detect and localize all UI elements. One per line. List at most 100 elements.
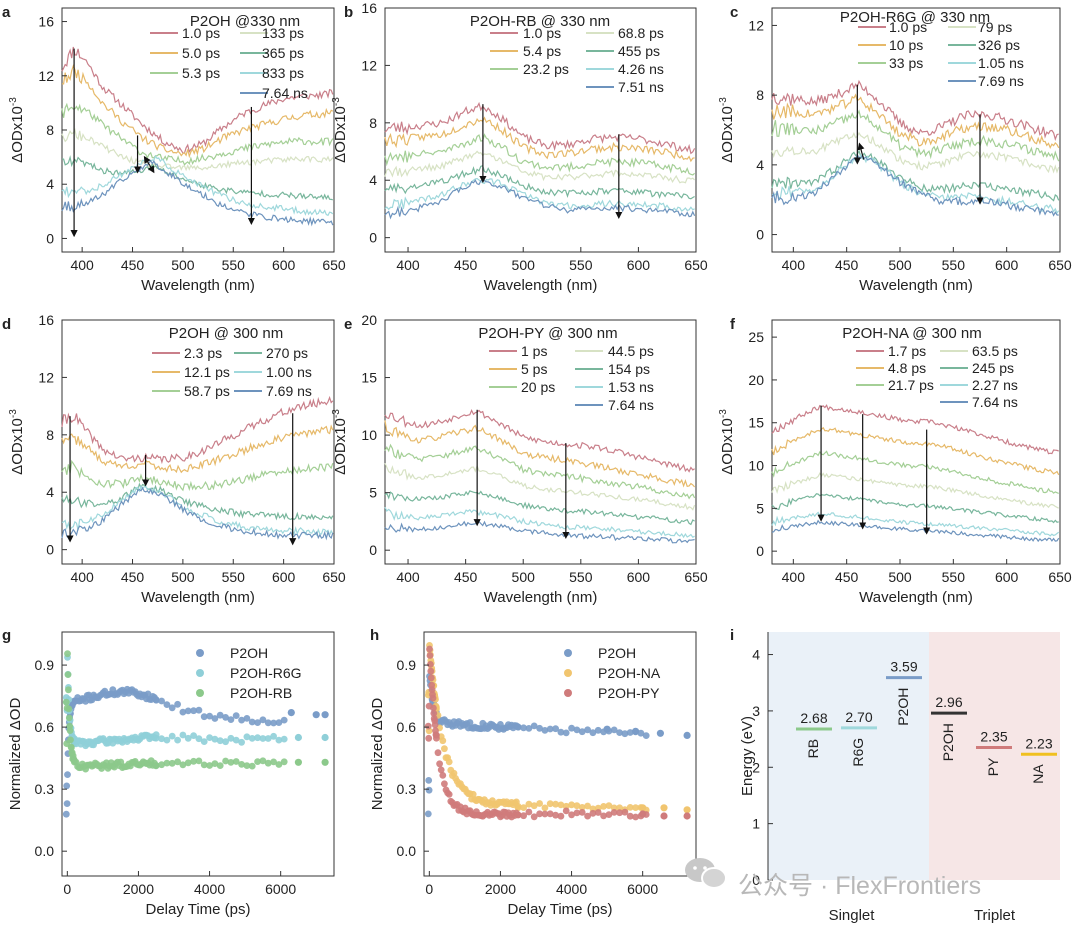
data-point bbox=[568, 811, 575, 819]
data-point bbox=[216, 711, 224, 719]
series-line-1-7-ps bbox=[771, 404, 1059, 455]
x-tick-label: 550 bbox=[942, 569, 966, 585]
series-P2OH-RB bbox=[62, 650, 329, 773]
data-point bbox=[179, 731, 187, 739]
series-P2OH-PY bbox=[424, 645, 691, 821]
x-axis-label: Wavelength (nm) bbox=[141, 277, 255, 294]
y-tick-label: 3 bbox=[752, 703, 760, 719]
data-point bbox=[211, 715, 219, 722]
x-tick-label: 600 bbox=[995, 569, 1019, 585]
y-tick-label: 0 bbox=[756, 543, 764, 559]
x-tick-label: 500 bbox=[512, 569, 536, 585]
energy-value: 2.96 bbox=[935, 694, 962, 710]
y-axis-label-exponent: -3 bbox=[8, 97, 19, 106]
data-point bbox=[546, 800, 554, 808]
series-line-245-ps bbox=[771, 493, 1059, 524]
series-line-68-8-ps bbox=[384, 150, 696, 184]
y-tick-label: 12 bbox=[361, 57, 377, 73]
series-line-12-1-ps bbox=[61, 424, 334, 474]
data-point bbox=[184, 759, 192, 767]
data-point bbox=[616, 804, 623, 812]
data-point bbox=[206, 734, 214, 741]
panel-c: c 400 450 500 550 600 650 0 4 8 12 Wavelength (nm) Δ… bbox=[718, 4, 1072, 294]
data-point bbox=[163, 759, 171, 767]
data-point bbox=[275, 761, 283, 768]
plot-frame bbox=[61, 319, 335, 565]
x-tick-label: 650 bbox=[1048, 257, 1072, 273]
data-point bbox=[600, 803, 607, 810]
level-name: P2OH bbox=[940, 723, 956, 761]
series-line-154-ps bbox=[384, 490, 695, 526]
panel-label: a bbox=[2, 4, 11, 21]
y-tick-label: 10 bbox=[748, 458, 764, 474]
data-point bbox=[152, 762, 160, 769]
data-point bbox=[626, 729, 634, 736]
y-tick-label: 16 bbox=[361, 0, 377, 16]
data-point bbox=[280, 716, 288, 724]
x-tick-label: 600 bbox=[995, 257, 1019, 273]
data-point bbox=[64, 771, 71, 778]
data-point bbox=[222, 714, 230, 721]
data-point bbox=[514, 723, 522, 731]
y-tick-label: 4 bbox=[46, 484, 54, 500]
data-point bbox=[639, 804, 647, 812]
y-tick-label: 0 bbox=[46, 542, 54, 558]
y-axis-label: ΔODx10-3 bbox=[331, 409, 349, 475]
data-point bbox=[254, 734, 261, 742]
data-point bbox=[656, 729, 665, 737]
y-axis-label-exponent: -3 bbox=[331, 409, 342, 418]
data-point bbox=[264, 719, 272, 727]
data-point bbox=[321, 711, 329, 719]
y-tick-label: 10 bbox=[361, 427, 377, 443]
data-point bbox=[232, 712, 240, 719]
y-tick-label: 4 bbox=[46, 176, 54, 192]
x-tick-label: 500 bbox=[888, 569, 912, 585]
data-point bbox=[546, 810, 554, 818]
data-point bbox=[557, 812, 565, 820]
data-point bbox=[536, 800, 543, 807]
series-line-1-00-ns bbox=[61, 485, 334, 537]
x-tick-label: 400 bbox=[396, 257, 420, 273]
data-point bbox=[259, 757, 267, 765]
series-line-5-ps bbox=[384, 420, 696, 488]
panel-label: g bbox=[2, 627, 11, 644]
data-point bbox=[238, 716, 246, 724]
legend-entry: 5.3 ps bbox=[182, 65, 220, 81]
series-line-79-ps bbox=[771, 131, 1060, 174]
x-tick-label: 400 bbox=[396, 569, 420, 585]
data-point bbox=[427, 667, 435, 675]
data-point bbox=[616, 809, 623, 817]
data-point bbox=[632, 727, 640, 735]
data-point bbox=[174, 736, 182, 744]
data-point bbox=[85, 691, 93, 699]
y-tick-label: 0.0 bbox=[397, 843, 417, 859]
data-point bbox=[616, 729, 623, 736]
series-line-58-7-ps bbox=[61, 459, 334, 492]
legend-entry: 4.8 ps bbox=[888, 360, 926, 376]
legend-entry: 455 ps bbox=[618, 43, 660, 59]
x-axis-label: Wavelength (nm) bbox=[859, 277, 973, 294]
data-point bbox=[200, 761, 208, 769]
plot-frame bbox=[384, 319, 697, 565]
legend-entry: 4.26 ns bbox=[618, 61, 664, 77]
group-label-triplet: Triplet bbox=[974, 907, 1016, 924]
legend-entry: P2OH-PY bbox=[598, 685, 660, 701]
data-point bbox=[541, 727, 549, 734]
data-point bbox=[312, 711, 320, 719]
series-line-5-4-ps bbox=[384, 116, 695, 163]
series-line-5-0-ps bbox=[61, 64, 334, 159]
legend-entry: 1 ps bbox=[521, 343, 547, 359]
data-point bbox=[163, 736, 171, 744]
data-point bbox=[174, 700, 182, 708]
x-tick-label: 450 bbox=[121, 569, 145, 585]
legend-entry: 270 ps bbox=[266, 345, 308, 361]
data-point bbox=[430, 704, 437, 712]
data-point bbox=[179, 708, 187, 716]
legend-entry: 68.8 ps bbox=[618, 25, 664, 41]
wechat-icon bbox=[685, 858, 727, 889]
series-line-44-5-ps bbox=[384, 462, 696, 511]
y-tick-label: 8 bbox=[46, 122, 54, 138]
y-tick-label: 2 bbox=[752, 759, 760, 775]
data-point bbox=[259, 716, 267, 724]
level-name: NA bbox=[1030, 764, 1046, 784]
